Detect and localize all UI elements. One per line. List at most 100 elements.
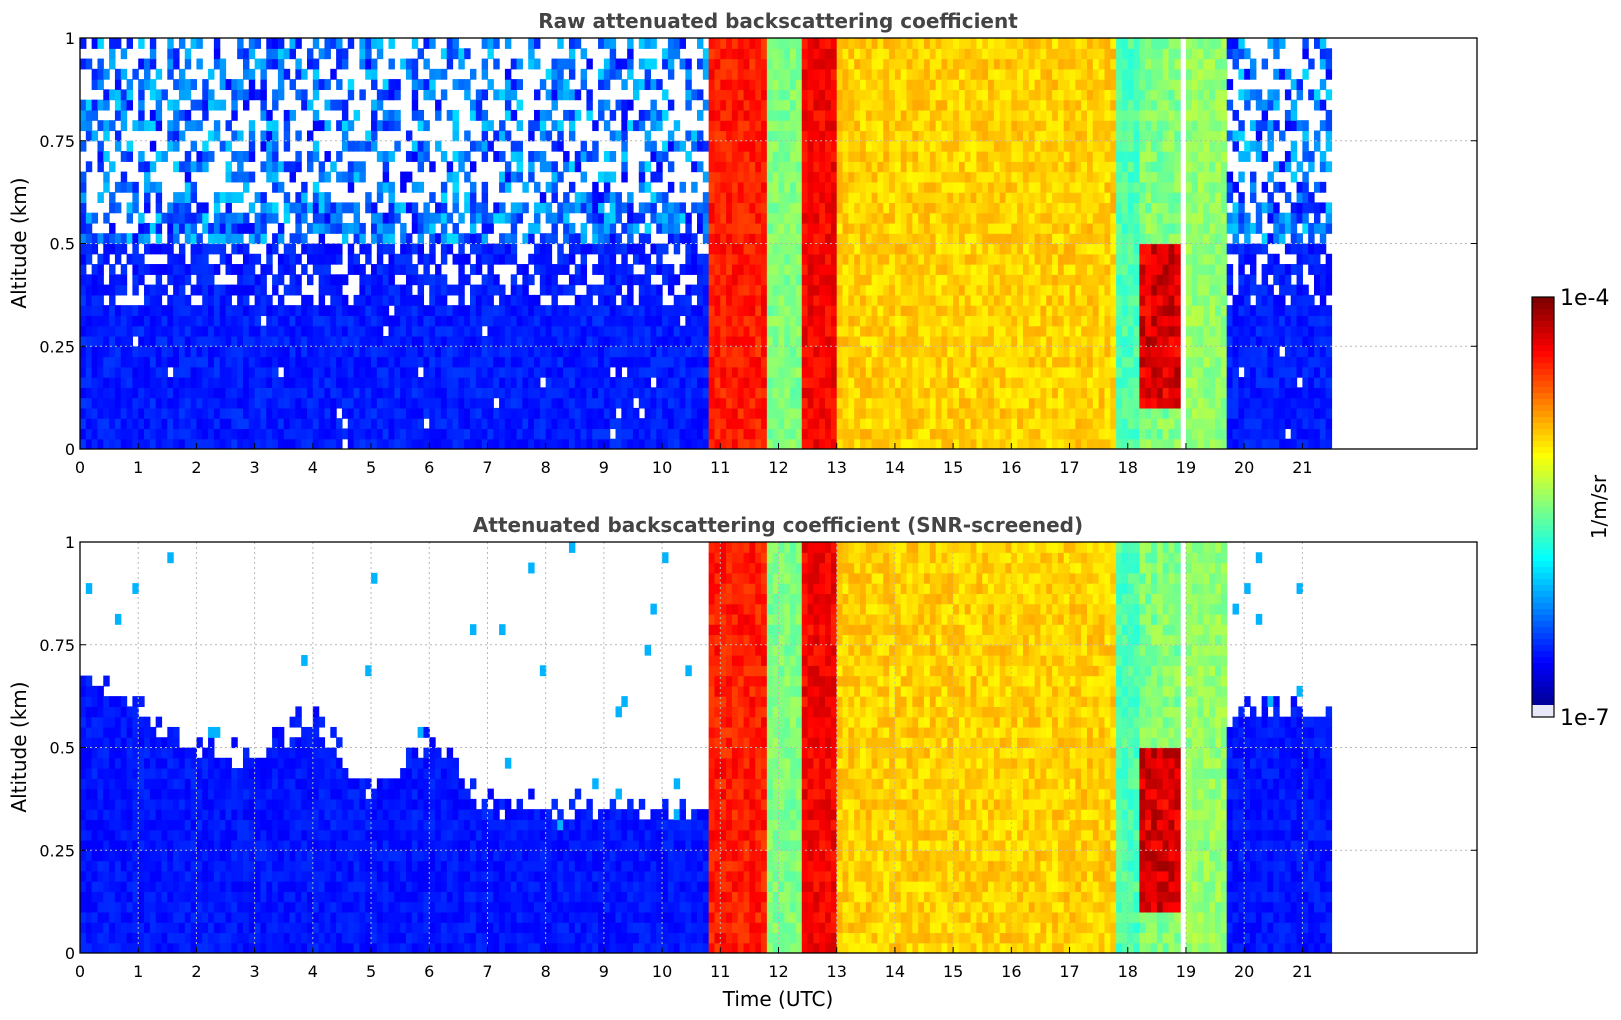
heatmap-cell: [900, 356, 908, 368]
heatmap-cell: [615, 428, 622, 440]
heatmap-cell: [691, 325, 698, 337]
heatmap-cell: [900, 151, 908, 162]
heatmap-cell: [609, 68, 617, 80]
heatmap-cell: [266, 397, 273, 409]
heatmap-cell: [743, 151, 750, 162]
heatmap-cell: [283, 407, 291, 419]
heatmap-cell: [982, 346, 989, 358]
heatmap-cell: [504, 366, 512, 378]
heatmap-cell: [795, 181, 803, 193]
heatmap-cell: [423, 58, 430, 70]
heatmap-cell: [382, 356, 390, 368]
heatmap-cell: [854, 171, 861, 183]
heatmap-cell: [522, 335, 529, 347]
heatmap-cell: [865, 202, 873, 214]
heatmap-cell: [440, 284, 448, 296]
heatmap-cell: [80, 305, 87, 317]
heatmap-cell: [842, 397, 849, 409]
heatmap-cell: [662, 335, 669, 347]
heatmap-cell: [394, 284, 401, 296]
heatmap-cell: [184, 192, 192, 204]
heatmap-cell: [912, 109, 919, 121]
heatmap-cell: [301, 68, 308, 80]
heatmap-cell: [493, 428, 500, 440]
heatmap-cell: [766, 264, 774, 275]
heatmap-cell: [673, 222, 681, 234]
heatmap-cell: [144, 315, 151, 327]
heatmap-cell: [80, 284, 87, 296]
heatmap-cell: [522, 274, 529, 286]
heatmap-cell: [679, 264, 686, 275]
heatmap-cell: [988, 387, 995, 399]
heatmap-cell: [603, 418, 611, 430]
heatmap-cell: [504, 212, 512, 224]
heatmap-cell: [988, 38, 995, 49]
heatmap-cell: [854, 79, 861, 90]
heatmap-cell: [900, 325, 908, 337]
heatmap-cell: [731, 38, 739, 49]
heatmap-cell: [819, 120, 826, 132]
heatmap-cell: [563, 192, 570, 204]
heatmap-cell: [493, 335, 500, 347]
heatmap-cell: [988, 438, 995, 449]
heatmap-cell: [219, 305, 227, 317]
heatmap-cell: [830, 253, 838, 265]
heatmap-cell: [953, 397, 960, 409]
heatmap-cell: [714, 356, 721, 368]
heatmap-cell: [341, 377, 349, 388]
heatmap-cell: [266, 325, 273, 337]
heatmap-cell: [481, 68, 489, 80]
heatmap-cell: [755, 264, 762, 275]
heatmap-cell: [120, 335, 128, 347]
heatmap-cell: [388, 377, 395, 388]
heatmap-cell: [528, 38, 535, 49]
heatmap-cell: [825, 315, 832, 327]
heatmap-cell: [446, 377, 454, 388]
heatmap-cell: [242, 377, 250, 388]
heatmap-cell: [574, 233, 582, 245]
heatmap-cell: [365, 140, 372, 152]
heatmap-cell: [731, 130, 739, 142]
heatmap-cell: [982, 130, 989, 142]
heatmap-cell: [557, 284, 564, 296]
heatmap-cell: [516, 346, 523, 358]
heatmap-cell: [318, 192, 326, 204]
heatmap-cell: [708, 222, 716, 234]
heatmap-cell: [731, 202, 739, 214]
heatmap-cell: [801, 140, 809, 152]
heatmap-cell: [405, 356, 413, 368]
heatmap-cell: [830, 109, 838, 121]
heatmap-cell: [731, 212, 739, 224]
heatmap-cell: [336, 48, 343, 60]
heatmap-cell: [173, 274, 180, 286]
heatmap-cell: [324, 418, 331, 430]
heatmap-cell: [935, 202, 943, 214]
heatmap-cell: [970, 243, 978, 255]
heatmap-cell: [545, 377, 553, 388]
heatmap-cell: [627, 356, 634, 368]
heatmap-cell: [970, 325, 978, 337]
heatmap-cell: [213, 243, 221, 255]
heatmap-cell: [819, 38, 826, 49]
heatmap-cell: [557, 315, 564, 327]
heatmap-cell: [289, 171, 296, 183]
heatmap-cell: [545, 438, 553, 449]
heatmap-cell: [720, 346, 727, 358]
heatmap-cell: [755, 407, 762, 419]
heatmap-cell: [772, 397, 780, 409]
heatmap-cell: [964, 294, 972, 306]
heatmap-cell: [120, 305, 128, 317]
heatmap-cell: [464, 366, 471, 378]
heatmap-cell: [504, 305, 512, 317]
heatmap-cell: [522, 202, 529, 214]
heatmap-cell: [819, 99, 826, 111]
heatmap-cell: [848, 325, 855, 337]
heatmap-cell: [650, 212, 657, 224]
heatmap-cell: [545, 366, 553, 378]
heatmap-cell: [836, 253, 844, 265]
heatmap-cell: [341, 109, 349, 121]
heatmap-cell: [871, 181, 879, 193]
heatmap-cell: [819, 397, 826, 409]
heatmap-cell: [825, 202, 832, 214]
heatmap-cell: [504, 79, 512, 90]
